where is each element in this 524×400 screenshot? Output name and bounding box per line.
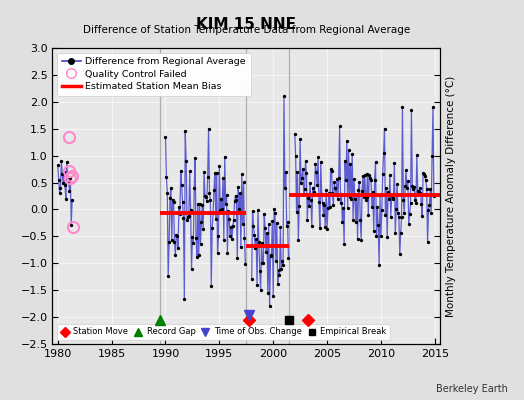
Difference from Regional Average (54, 163, 61, 168)
Difference from Regional Average (61, 169, 67, 174)
Difference from Regional Average (63, 160, 70, 164)
Difference from Regional Average (63, 196, 69, 201)
Difference from Regional Average (68, 222, 74, 227)
Difference from Regional Average (58, 159, 64, 164)
Quality Control Failed (70, 224, 76, 229)
Text: Berkeley Earth: Berkeley Earth (436, 384, 508, 394)
Legend: Station Move, Record Gap, Time of Obs. Change, Empirical Break: Station Move, Record Gap, Time of Obs. C… (57, 324, 389, 340)
Difference from Regional Average (57, 191, 63, 196)
Difference from Regional Average (67, 176, 73, 181)
Quality Control Failed (67, 176, 73, 181)
Difference from Regional Average (59, 172, 66, 177)
Quality Control Failed (69, 174, 75, 178)
Difference from Regional Average (57, 186, 63, 190)
Line: Difference from Regional Average: Difference from Regional Average (58, 161, 72, 224)
Text: Difference of Station Temperature Data from Regional Average: Difference of Station Temperature Data f… (83, 25, 410, 35)
Difference from Regional Average (66, 179, 72, 184)
Difference from Regional Average (60, 180, 67, 185)
Title: KIM 15 NNE: KIM 15 NNE (196, 16, 296, 32)
Difference from Regional Average (69, 197, 75, 202)
Line: Quality Control Failed: Quality Control Failed (63, 131, 79, 232)
Difference from Regional Average (62, 183, 68, 188)
Quality Control Failed (66, 168, 72, 173)
Difference from Regional Average (67, 188, 73, 193)
Quality Control Failed (66, 134, 72, 139)
Difference from Regional Average (56, 178, 62, 182)
Difference from Regional Average (64, 175, 71, 180)
Y-axis label: Monthly Temperature Anomaly Difference (°C): Monthly Temperature Anomaly Difference (… (446, 75, 456, 317)
